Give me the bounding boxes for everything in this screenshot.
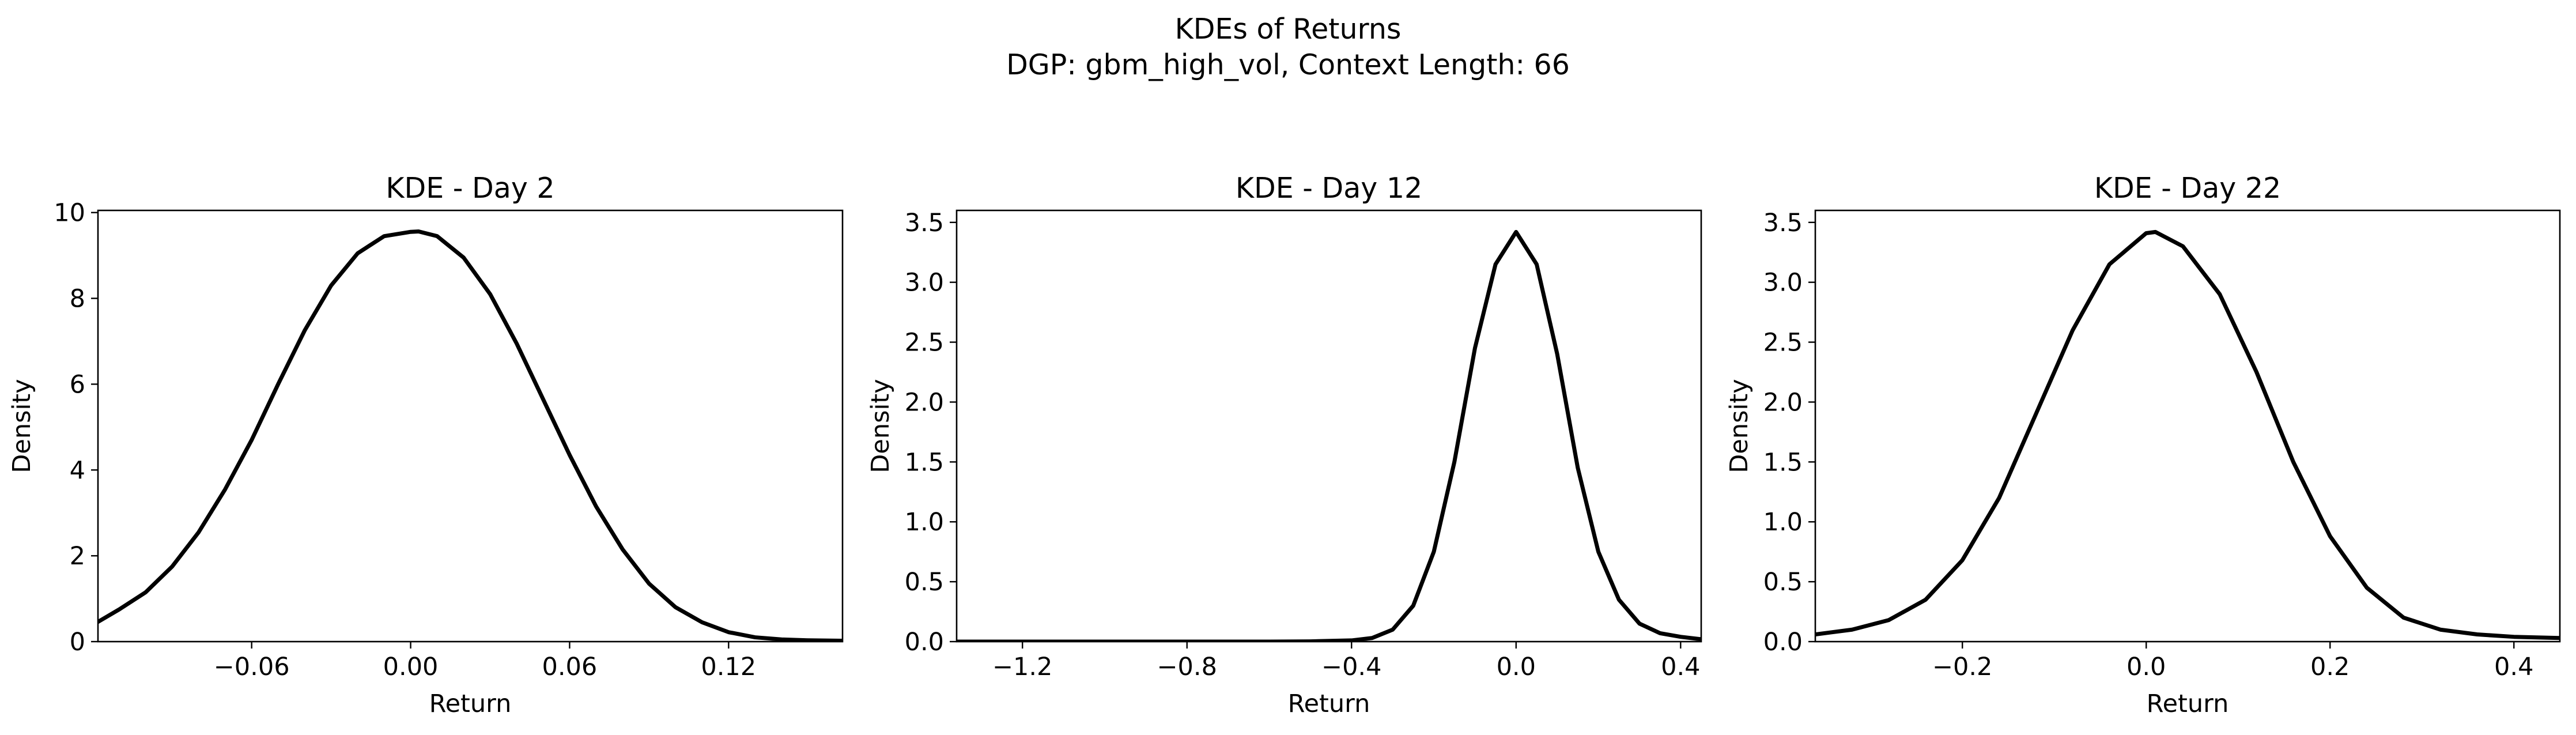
y-tick-label: 2.0 <box>1763 388 1803 417</box>
kde-line <box>98 229 843 642</box>
y-tick-label: 10 <box>54 199 85 228</box>
x-tick-label: 0.06 <box>542 653 598 681</box>
subplot-title: KDE - Day 22 <box>2094 172 2281 205</box>
x-tick-label: 0.12 <box>701 653 756 681</box>
subplot-title: KDE - Day 2 <box>386 172 554 205</box>
y-tick-label: 1.5 <box>905 448 944 477</box>
y-tick-label: 1.0 <box>905 508 944 537</box>
y-tick-label: 3.5 <box>1763 209 1803 238</box>
x-axis-label: Return <box>2147 689 2229 718</box>
x-tick-label: −0.06 <box>214 653 290 681</box>
x-axis-label: Return <box>429 689 512 718</box>
y-tick-label: 0.5 <box>1763 568 1803 597</box>
x-tick-label: −0.2 <box>1932 653 1992 681</box>
figure-title: KDEs of Returns DGP: gbm_high_vol, Conte… <box>0 12 2576 83</box>
y-tick-label: 2 <box>70 542 85 571</box>
x-tick-label: −0.8 <box>1157 653 1217 681</box>
y-tick-label: 4 <box>70 456 85 485</box>
y-tick-label: 1.0 <box>1763 508 1803 537</box>
y-tick-label: 3.5 <box>905 209 944 238</box>
x-axis-label: Return <box>1288 689 1370 718</box>
y-tick-label: 6 <box>70 370 85 399</box>
y-tick-label: 2.0 <box>905 388 944 417</box>
y-tick-label: 0.0 <box>905 628 944 657</box>
x-tick-label: 0.4 <box>1661 653 1700 681</box>
subplot-title: KDE - Day 12 <box>1236 172 1422 205</box>
plot-frame <box>955 209 1702 643</box>
y-tick-label: 0.0 <box>1763 628 1803 657</box>
x-tick-label: −0.4 <box>1321 653 1381 681</box>
y-tick-label: 2.5 <box>1763 329 1803 357</box>
y-axis-label: Density <box>1725 379 1754 473</box>
figure-title-line-2: DGP: gbm_high_vol, Context Length: 66 <box>1006 48 1570 81</box>
y-tick-label: 0 <box>70 628 85 657</box>
subplot-3: KDE - Day 22 0.0 0.5 1.0 1.5 2.0 2.5 3.0 3.5 −0.2… <box>1725 172 2561 718</box>
subplot-1: KDE - Day 2 0 2 4 6 8 10 −0.06 0.00 0.06 0.12 Retur… <box>7 172 844 718</box>
y-axis-label: Density <box>7 379 36 473</box>
kde-line <box>957 229 1701 642</box>
x-tick-label: 0.4 <box>2494 653 2533 681</box>
y-tick-label: 2.5 <box>905 329 944 357</box>
kde-line <box>1815 229 2560 640</box>
y-tick-label: 3.0 <box>1763 269 1803 297</box>
x-tick-label: −1.2 <box>992 653 1052 681</box>
y-axis-label: Density <box>866 379 895 473</box>
y-tick-label: 8 <box>70 285 85 314</box>
x-tick-label: 0.2 <box>2310 653 2350 681</box>
x-tick-label: 0.0 <box>2126 653 2166 681</box>
plot-frame <box>1814 209 2561 643</box>
x-tick-label: 0.0 <box>1497 653 1536 681</box>
figure-title-line-1: KDEs of Returns <box>1174 13 1402 46</box>
y-tick-label: 0.5 <box>905 568 944 597</box>
plot-frame <box>97 209 844 643</box>
x-tick-label: 0.00 <box>383 653 439 681</box>
y-tick-label: 1.5 <box>1763 448 1803 477</box>
y-tick-label: 3.0 <box>905 269 944 297</box>
subplot-2: KDE - Day 12 0.0 0.5 1.0 1.5 2.0 2.5 3.0 3.5 −1.2… <box>866 172 1702 718</box>
